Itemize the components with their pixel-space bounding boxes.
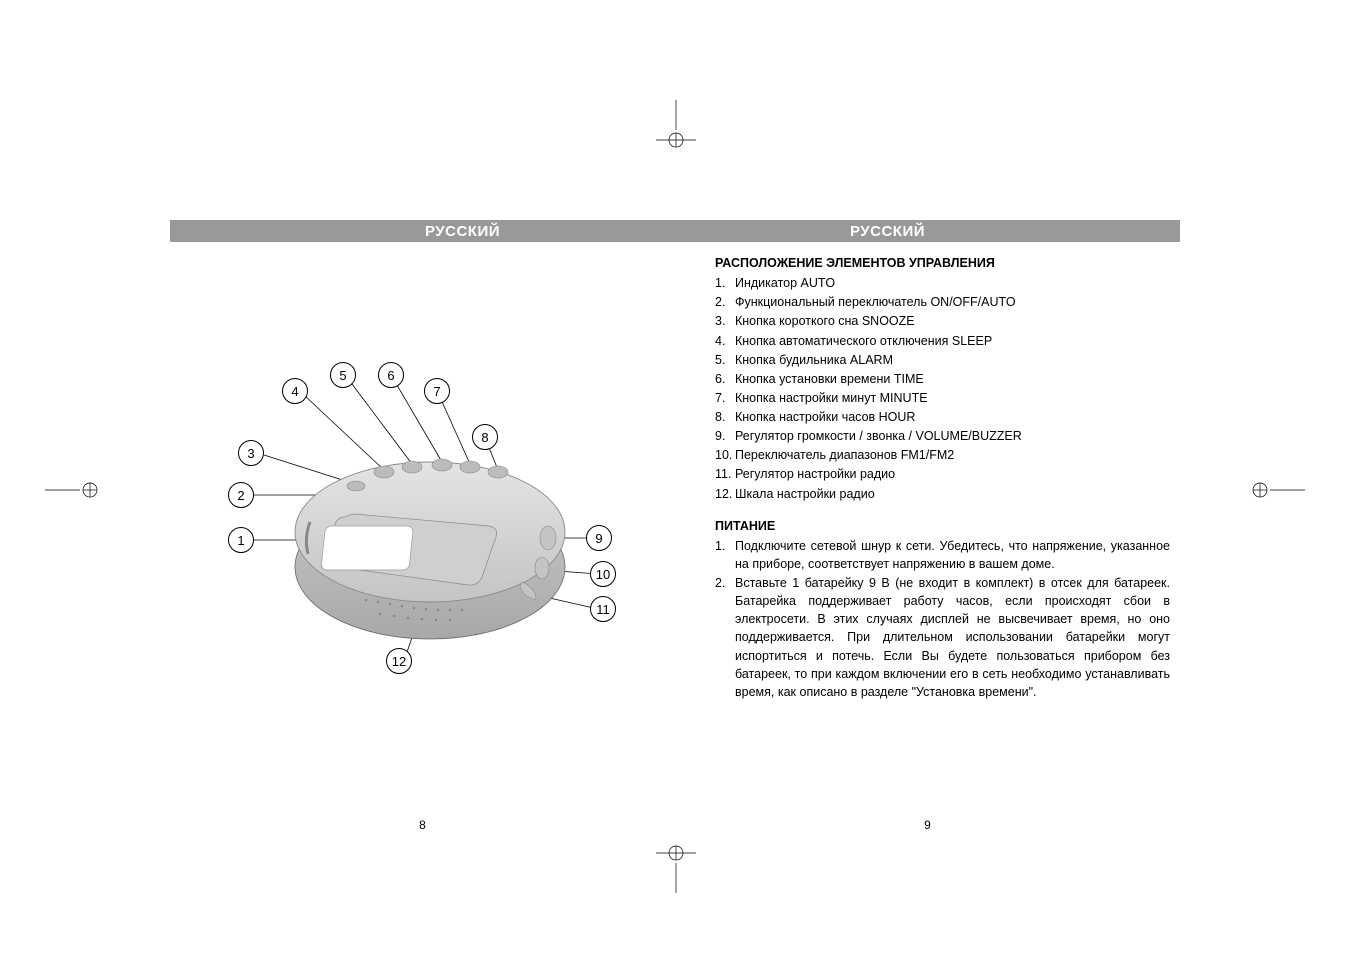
power-list: 1.Подключите сетевой шнур к сети. Убедит… xyxy=(715,537,1170,701)
controls-list-item: 12.Шкала настройки радио xyxy=(715,485,1170,503)
list-item-text: Индикатор AUTO xyxy=(735,274,1170,292)
controls-list-item: 1.Индикатор AUTO xyxy=(715,274,1170,292)
callout-12: 12 xyxy=(386,648,412,674)
device-diagram: 1 2 3 4 5 6 7 8 9 10 11 12 xyxy=(170,312,675,712)
controls-list-item: 6.Кнопка установки времени TIME xyxy=(715,370,1170,388)
crop-mark-bottom xyxy=(656,843,696,893)
list-item-text: Вставьте 1 батарейку 9 В (не входит в ко… xyxy=(735,574,1170,701)
controls-list-item: 2.Функциональный переключатель ON/OFF/AU… xyxy=(715,293,1170,311)
controls-list-item: 7.Кнопка настройки минут MINUTE xyxy=(715,389,1170,407)
left-header-bar: РУССКИЙ xyxy=(170,220,675,242)
list-item-text: Кнопка короткого сна SNOOZE xyxy=(735,312,1170,330)
list-item-number: 1. xyxy=(715,537,735,573)
list-item-number: 5. xyxy=(715,351,735,369)
section1-title: РАСПОЛОЖЕНИЕ ЭЛЕМЕНТОВ УПРАВЛЕНИЯ xyxy=(715,254,1170,272)
callout-10: 10 xyxy=(590,561,616,587)
list-item-number: 2. xyxy=(715,574,735,701)
list-item-number: 9. xyxy=(715,427,735,445)
list-item-text: Кнопка настройки минут MINUTE xyxy=(735,389,1170,407)
controls-list-item: 10.Переключатель диапазонов FM1/FM2 xyxy=(715,446,1170,464)
callout-8: 8 xyxy=(472,424,498,450)
controls-list-item: 9.Регулятор громкости / звонка / VOLUME/… xyxy=(715,427,1170,445)
callout-1: 1 xyxy=(228,527,254,553)
left-header-text: РУССКИЙ xyxy=(425,223,500,240)
power-list-item: 2.Вставьте 1 батарейку 9 В (не входит в … xyxy=(715,574,1170,701)
crop-mark-right xyxy=(1245,470,1305,510)
list-item-text: Регулятор громкости / звонка / VOLUME/BU… xyxy=(735,427,1170,445)
right-page: РУССКИЙ РАСПОЛОЖЕНИЕ ЭЛЕМЕНТОВ УПРАВЛЕНИ… xyxy=(675,220,1180,840)
right-header-text: РУССКИЙ xyxy=(850,223,925,240)
callout-7: 7 xyxy=(424,378,450,404)
section2-title: ПИТАНИЕ xyxy=(715,517,1170,535)
controls-list-item: 3.Кнопка короткого сна SNOOZE xyxy=(715,312,1170,330)
callout-9: 9 xyxy=(586,525,612,551)
callout-2: 2 xyxy=(228,482,254,508)
list-item-number: 4. xyxy=(715,332,735,350)
right-header-bar: РУССКИЙ xyxy=(675,220,1180,242)
power-list-item: 1.Подключите сетевой шнур к сети. Убедит… xyxy=(715,537,1170,573)
list-item-text: Функциональный переключатель ON/OFF/AUTO xyxy=(735,293,1170,311)
list-item-number: 1. xyxy=(715,274,735,292)
callout-6: 6 xyxy=(378,362,404,388)
list-item-text: Подключите сетевой шнур к сети. Убедитес… xyxy=(735,537,1170,573)
list-item-text: Кнопка будильника ALARM xyxy=(735,351,1170,369)
controls-list-item: 11.Регулятор настройки радио xyxy=(715,465,1170,483)
list-item-text: Кнопка настройки часов HOUR xyxy=(735,408,1170,426)
controls-list: 1.Индикатор AUTO2.Функциональный переклю… xyxy=(715,274,1170,503)
right-page-number: 9 xyxy=(924,818,931,832)
controls-list-item: 5.Кнопка будильника ALARM xyxy=(715,351,1170,369)
list-item-text: Кнопка установки времени TIME xyxy=(735,370,1170,388)
callout-11: 11 xyxy=(590,596,616,622)
list-item-text: Регулятор настройки радио xyxy=(735,465,1170,483)
list-item-number: 11. xyxy=(715,465,735,483)
list-item-number: 12. xyxy=(715,485,735,503)
crop-mark-left xyxy=(45,470,105,510)
crop-mark-top xyxy=(656,100,696,150)
right-content: РАСПОЛОЖЕНИЕ ЭЛЕМЕНТОВ УПРАВЛЕНИЯ 1.Инди… xyxy=(675,254,1180,701)
list-item-number: 7. xyxy=(715,389,735,407)
left-page: РУССКИЙ xyxy=(170,220,675,840)
list-item-number: 8. xyxy=(715,408,735,426)
list-item-number: 2. xyxy=(715,293,735,311)
list-item-number: 3. xyxy=(715,312,735,330)
controls-list-item: 8.Кнопка настройки часов HOUR xyxy=(715,408,1170,426)
page-spread: РУССКИЙ xyxy=(170,220,1180,840)
list-item-text: Переключатель диапазонов FM1/FM2 xyxy=(735,446,1170,464)
list-item-number: 6. xyxy=(715,370,735,388)
list-item-text: Кнопка автоматического отключения SLEEP xyxy=(735,332,1170,350)
list-item-number: 10. xyxy=(715,446,735,464)
list-item-text: Шкала настройки радио xyxy=(735,485,1170,503)
controls-list-item: 4.Кнопка автоматического отключения SLEE… xyxy=(715,332,1170,350)
callout-4: 4 xyxy=(282,378,308,404)
callout-5: 5 xyxy=(330,362,356,388)
callout-3: 3 xyxy=(238,440,264,466)
left-page-number: 8 xyxy=(419,818,426,832)
